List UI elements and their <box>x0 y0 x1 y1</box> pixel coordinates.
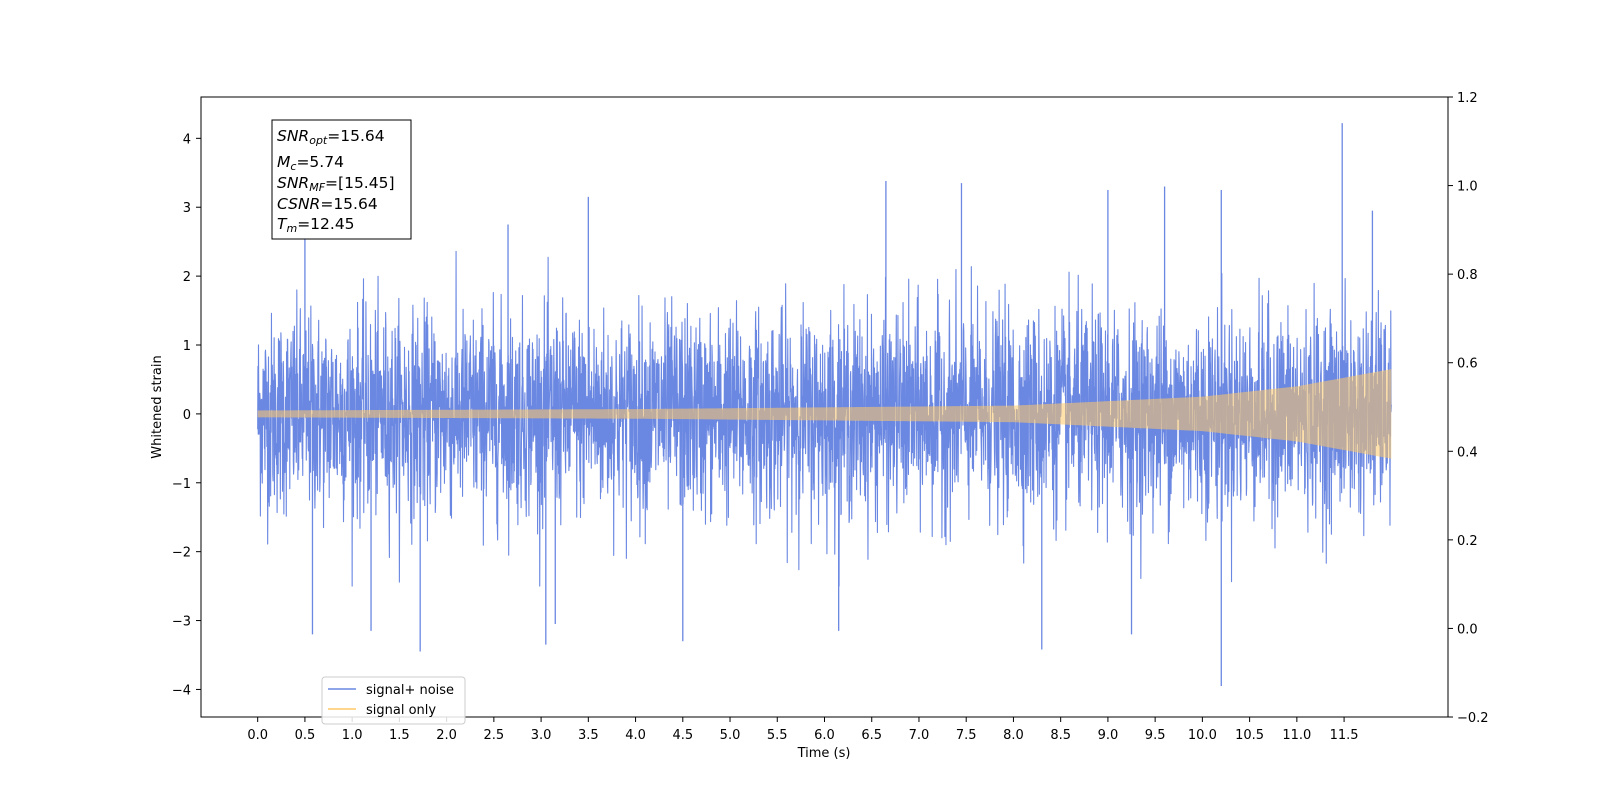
stats-csnr: CSNR=15.64 <box>277 195 378 213</box>
legend-label-signal-only: signal only <box>366 703 436 718</box>
y-tick-label: 2 <box>183 270 191 285</box>
stats-box-frame <box>271 119 412 240</box>
y-tick-label: 4 <box>183 132 191 147</box>
series-area-signal-only <box>257 369 1392 459</box>
y2-tick-label: 0.0 <box>1457 622 1478 637</box>
y2-tick-label: 0.8 <box>1457 268 1478 283</box>
x-tick-label: 11.5 <box>1330 728 1359 743</box>
x-tick-label: 2.0 <box>436 728 457 743</box>
x-tick-label: 6.5 <box>861 728 882 743</box>
stats-box: SNRopt=15.64 Mc=5.74 SNRMF=[15.45] CSNR=… <box>271 119 412 240</box>
x-tick-label: 1.0 <box>342 728 363 743</box>
y-tick-label: 3 <box>183 201 191 216</box>
y-axis-label: Whitened strain <box>150 355 165 458</box>
y-tick-label: −1 <box>172 477 191 492</box>
series-peaks-signal-noise <box>304 123 1374 686</box>
stats-snr-mf: SNRMF=[15.45] <box>277 174 395 194</box>
y2-tick-label: 0.4 <box>1457 445 1478 460</box>
stats-t-m: Tm=12.45 <box>277 215 355 235</box>
x-tick-label: 6.0 <box>814 728 835 743</box>
x-tick-label: 8.5 <box>1050 728 1071 743</box>
x-tick-label: 11.0 <box>1282 728 1311 743</box>
y-tick-label: −2 <box>172 546 191 561</box>
x-tick-label: 3.0 <box>531 728 552 743</box>
y-tick-label: −3 <box>172 615 191 630</box>
legend-frame <box>321 676 466 725</box>
x-tick-label: 9.5 <box>1145 728 1166 743</box>
y2-tick-label: 0.2 <box>1457 534 1478 549</box>
y2-tick-label: 1.0 <box>1457 180 1478 195</box>
x-tick-label: 9.0 <box>1098 728 1119 743</box>
y-tick-label: −4 <box>172 683 191 698</box>
x-axis-label: Time (s) <box>797 746 851 761</box>
y2-tick-label: −0.2 <box>1457 711 1489 726</box>
x-tick-label: 3.5 <box>578 728 599 743</box>
x-tick-label: 5.0 <box>720 728 741 743</box>
x-tick-label: 1.5 <box>389 728 410 743</box>
y2-tick-label: 1.2 <box>1457 91 1478 106</box>
x-tick-label: 0.0 <box>247 728 268 743</box>
y2-tick-label: 0.6 <box>1457 357 1478 372</box>
x-tick-label: 8.0 <box>1003 728 1024 743</box>
y2-axis-ticks: −0.2 0.0 0.2 0.4 0.6 0.8 1.0 1.2 <box>1448 91 1489 726</box>
y-axis-ticks: −4 −3 −2 −1 0 1 2 3 4 <box>172 132 201 698</box>
stats-m-c: Mc=5.74 <box>277 153 344 173</box>
y-tick-label: 1 <box>183 339 191 354</box>
legend-label-signal-noise: signal+ noise <box>366 683 454 698</box>
x-tick-label: 0.5 <box>295 728 316 743</box>
x-tick-label: 7.0 <box>909 728 930 743</box>
x-axis-ticks: 0.0 0.5 1.0 1.5 2.0 2.5 3.0 3.5 4.0 4.5 5.0 5.5 6.0 6… <box>247 717 1359 743</box>
legend: signal+ noise signal only <box>321 676 466 725</box>
x-tick-label: 4.0 <box>625 728 646 743</box>
x-tick-label: 2.5 <box>484 728 505 743</box>
y-tick-label: 0 <box>183 408 191 423</box>
x-tick-label: 5.5 <box>767 728 788 743</box>
x-tick-label: 10.5 <box>1235 728 1264 743</box>
stats-snr-opt: SNRopt=15.64 <box>277 127 385 147</box>
x-tick-label: 10.0 <box>1188 728 1217 743</box>
x-tick-label: 7.5 <box>956 728 977 743</box>
plot-area <box>200 96 1449 718</box>
x-tick-label: 4.5 <box>672 728 693 743</box>
